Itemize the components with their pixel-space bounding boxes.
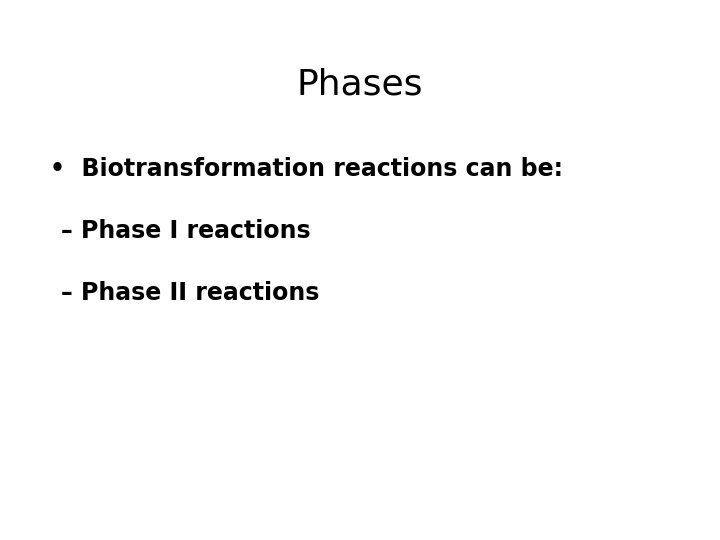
Text: Phases: Phases [297,68,423,102]
Text: •  Biotransformation reactions can be:: • Biotransformation reactions can be: [50,157,563,180]
Text: – Phase II reactions: – Phase II reactions [61,281,320,305]
Text: – Phase I reactions: – Phase I reactions [61,219,311,242]
